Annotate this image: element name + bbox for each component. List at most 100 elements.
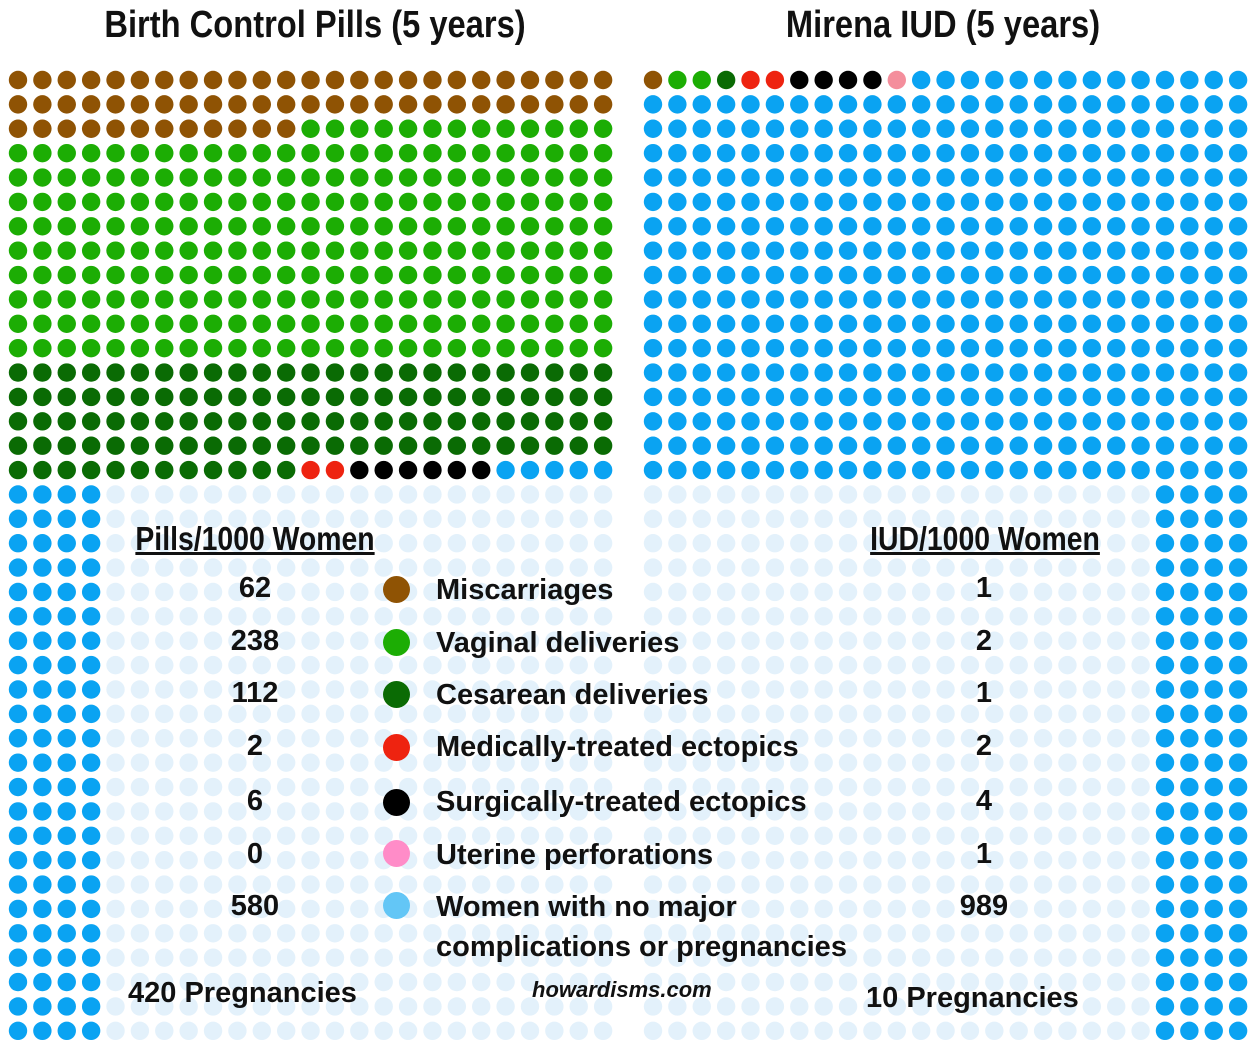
iud-dot-none	[1155, 119, 1175, 138]
pills-dot-cesarean	[593, 363, 613, 382]
iud-dot-none	[790, 241, 809, 260]
pills-dot-none	[569, 826, 588, 845]
pills-dot-none	[545, 753, 564, 772]
iud-dot-none	[790, 460, 809, 480]
iud-dot-none	[716, 485, 736, 504]
iud-dot-none	[1082, 168, 1102, 187]
iud-dot-none	[936, 70, 955, 90]
iud-dot-none	[1180, 412, 1199, 431]
iud-dot-none	[960, 631, 980, 650]
iud-dot-none	[1204, 948, 1223, 967]
iud-dot-none	[1033, 412, 1053, 431]
iud-dot-none	[863, 363, 882, 382]
iud-dot-none	[1228, 485, 1248, 504]
pills-dot-none	[569, 655, 588, 675]
iud-dot-none	[790, 338, 809, 358]
iud-dot-none	[838, 436, 858, 455]
iud-dot-none	[668, 363, 687, 382]
iud-dot-none	[1131, 582, 1150, 602]
pills-dot-none	[203, 1021, 223, 1041]
iud-dot-none	[668, 899, 687, 919]
iud-dot-none	[765, 850, 785, 870]
iud-dot-none	[643, 290, 663, 309]
pills-dot-none	[33, 850, 52, 870]
pills-dot-none	[593, 680, 613, 699]
iud-dot-none	[1155, 802, 1175, 821]
iud-dot-none	[863, 314, 882, 333]
iud-dot-none	[692, 168, 711, 187]
pills-dot-none	[472, 485, 491, 504]
pills-dot-none	[520, 875, 540, 894]
iud-dot-none	[1155, 95, 1175, 114]
iud-dot-none	[1155, 436, 1175, 455]
iud-dot-none	[911, 265, 931, 285]
iud-dot-none	[1180, 265, 1199, 285]
pills-dot-vaginal	[8, 265, 28, 285]
pills-dot-none	[545, 607, 564, 626]
pills-dot-vaginal	[496, 338, 515, 358]
pills-dot-none	[57, 899, 76, 919]
pills-dot-none	[228, 924, 247, 943]
pills-dot-vaginal	[398, 241, 418, 260]
iud-dot-none	[643, 777, 663, 797]
pills-dot-none	[228, 826, 247, 845]
iud-dot-none	[741, 972, 760, 992]
iud-dot-none	[1082, 826, 1102, 845]
pills-dot-none	[155, 509, 174, 529]
iud-dot-none	[1082, 95, 1102, 114]
iud-dot-none	[692, 826, 711, 845]
pills-dot-vaginal	[228, 168, 247, 187]
iud-dot-none	[643, 729, 663, 748]
iud-dot-none	[960, 314, 980, 333]
iud-dot-none	[863, 729, 882, 748]
pills-dot-none	[593, 509, 613, 529]
pills-dot-none	[203, 777, 223, 797]
iud-dot-none	[1204, 241, 1223, 260]
pills-dot-none	[374, 509, 393, 529]
iud-dot-none	[1155, 777, 1175, 797]
iud-dot-none	[911, 290, 931, 309]
pills-dot-none	[276, 704, 296, 724]
pills-dot-none	[325, 582, 345, 602]
iud-dot-none	[1033, 290, 1053, 309]
pills-dot-none	[545, 826, 564, 845]
iud-dot-none	[643, 582, 663, 602]
pills-dot-vaginal	[496, 265, 515, 285]
iud-dot-none	[960, 217, 980, 236]
pills-dot-none	[496, 826, 515, 845]
iud-dot-none	[1204, 826, 1223, 845]
pills-dot-none	[8, 729, 28, 748]
pills-dot-none	[423, 655, 442, 675]
iud-dot-medical-ectopic	[741, 70, 760, 90]
pills-dot-none	[106, 509, 125, 529]
iud-dot-none	[936, 485, 955, 504]
iud-dot-none	[765, 192, 785, 212]
pills-dot-cesarean	[106, 412, 125, 431]
pills-dot-miscarriage	[593, 95, 613, 114]
pills-dot-none	[106, 875, 125, 894]
iud-dot-none	[668, 412, 687, 431]
pills-dot-cesarean	[374, 387, 393, 407]
pills-dot-none	[301, 704, 320, 724]
iud-dot-none	[1082, 582, 1102, 602]
iud-dot-none	[985, 704, 1004, 724]
iud-dot-none	[716, 241, 736, 260]
pills-dot-none	[252, 1021, 271, 1041]
iud-dot-none	[863, 899, 882, 919]
iud-dot-none	[887, 460, 906, 480]
iud-dot-none	[643, 509, 663, 529]
pills-dot-miscarriage	[228, 119, 247, 138]
pills-dot-vaginal	[8, 143, 28, 163]
iud-dot-none	[936, 924, 955, 943]
iud-dot-none	[1082, 241, 1102, 260]
iud-dot-none	[1204, 70, 1223, 90]
iud-dot-none	[741, 534, 760, 553]
iud-dot-none	[1082, 290, 1102, 309]
iud-dot-none	[887, 95, 906, 114]
iud-dot-none	[887, 899, 906, 919]
iud-dot-none	[1155, 997, 1175, 1016]
pills-dot-none	[301, 972, 320, 992]
iud-dot-none	[643, 1021, 663, 1041]
iud-dot-none	[1107, 241, 1126, 260]
pills-dot-none	[496, 1021, 515, 1041]
